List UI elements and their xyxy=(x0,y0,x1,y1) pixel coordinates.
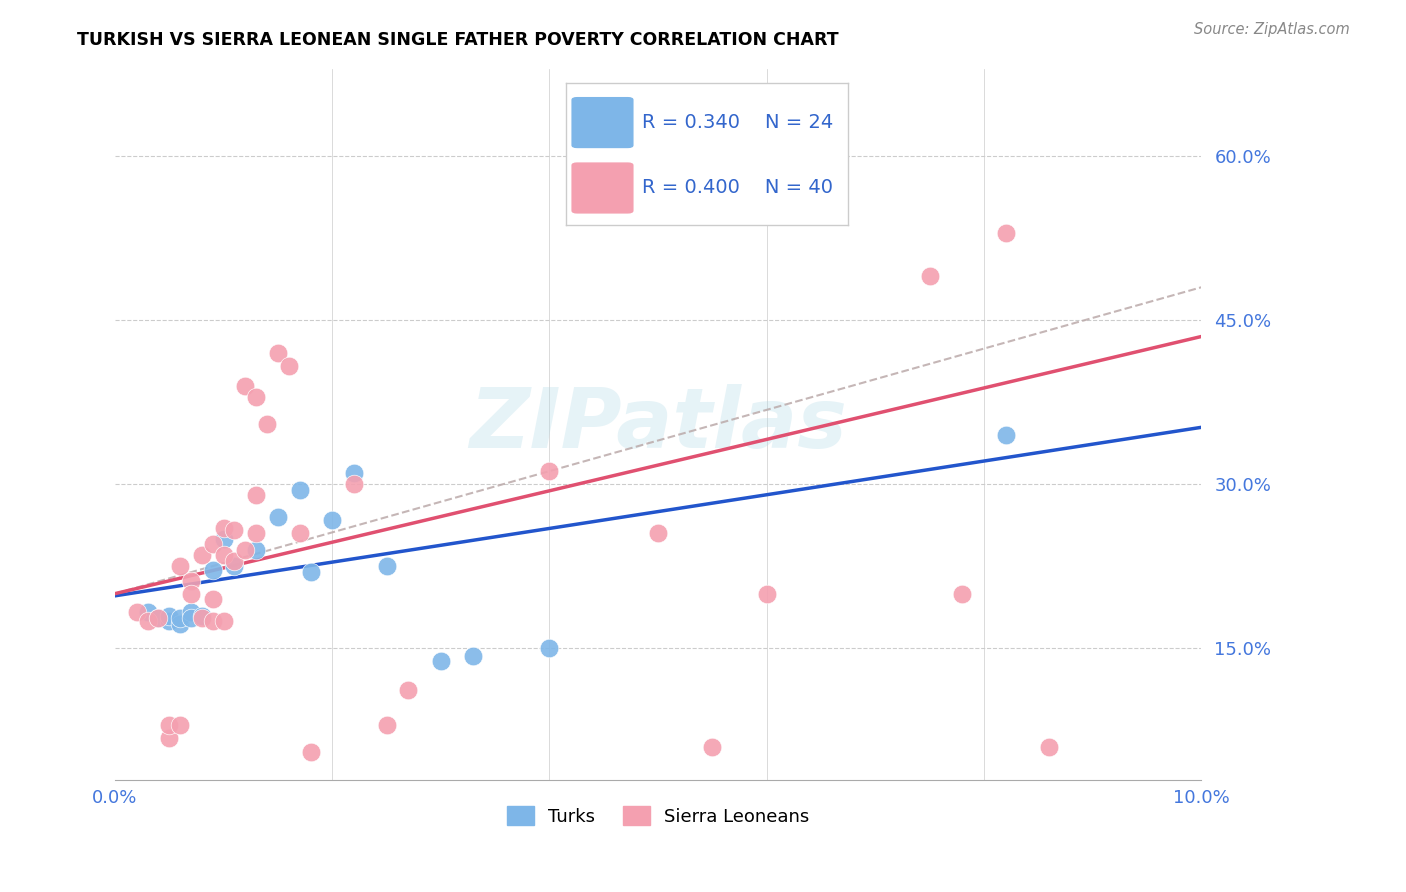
Point xyxy=(201,537,224,551)
Point xyxy=(212,614,235,628)
Point xyxy=(224,554,246,568)
Point xyxy=(125,605,148,619)
Point xyxy=(212,549,235,563)
Point xyxy=(136,614,159,628)
Point xyxy=(169,718,191,732)
Point xyxy=(148,610,170,624)
Point xyxy=(702,739,724,754)
Point xyxy=(277,359,299,373)
Point xyxy=(201,592,224,607)
Point xyxy=(256,417,278,431)
Point xyxy=(212,521,235,535)
Point xyxy=(201,614,224,628)
Point xyxy=(375,559,398,574)
Point xyxy=(950,587,973,601)
Point xyxy=(157,731,180,745)
Point xyxy=(224,559,246,574)
Point xyxy=(245,542,267,557)
Point xyxy=(538,464,561,478)
Point xyxy=(136,605,159,619)
Point xyxy=(245,526,267,541)
Point xyxy=(169,610,191,624)
Point xyxy=(180,610,202,624)
Point xyxy=(267,510,290,524)
Point xyxy=(191,608,214,623)
Point xyxy=(180,574,202,588)
Point xyxy=(1038,739,1060,754)
Point xyxy=(994,428,1017,442)
Point xyxy=(288,483,311,497)
Point xyxy=(224,523,246,537)
Legend: Turks, Sierra Leoneans: Turks, Sierra Leoneans xyxy=(498,797,818,835)
Point xyxy=(235,542,257,557)
Point xyxy=(157,614,180,628)
Point xyxy=(201,563,224,577)
Point xyxy=(343,467,366,481)
Point xyxy=(918,269,941,284)
Point xyxy=(647,526,669,541)
Point xyxy=(647,177,669,191)
Point xyxy=(245,488,267,502)
Point xyxy=(430,655,453,669)
Point xyxy=(396,682,419,697)
Text: TURKISH VS SIERRA LEONEAN SINGLE FATHER POVERTY CORRELATION CHART: TURKISH VS SIERRA LEONEAN SINGLE FATHER … xyxy=(77,31,839,49)
Point xyxy=(994,226,1017,240)
Point xyxy=(180,605,202,619)
Point xyxy=(212,532,235,546)
Point xyxy=(245,390,267,404)
Point xyxy=(321,513,343,527)
Point xyxy=(463,648,485,663)
Point xyxy=(288,526,311,541)
Point xyxy=(343,477,366,491)
Point xyxy=(169,617,191,632)
Point xyxy=(157,608,180,623)
Point xyxy=(299,565,322,579)
Point xyxy=(755,587,778,601)
Point xyxy=(375,718,398,732)
Point xyxy=(299,745,322,759)
Text: Source: ZipAtlas.com: Source: ZipAtlas.com xyxy=(1194,22,1350,37)
Point xyxy=(191,549,214,563)
Point xyxy=(148,610,170,624)
Point xyxy=(191,610,214,624)
Point xyxy=(157,718,180,732)
Point xyxy=(267,346,290,360)
Point xyxy=(180,587,202,601)
Text: ZIPatlas: ZIPatlas xyxy=(470,384,846,465)
Point xyxy=(538,641,561,656)
Point xyxy=(169,559,191,574)
Point xyxy=(235,378,257,392)
